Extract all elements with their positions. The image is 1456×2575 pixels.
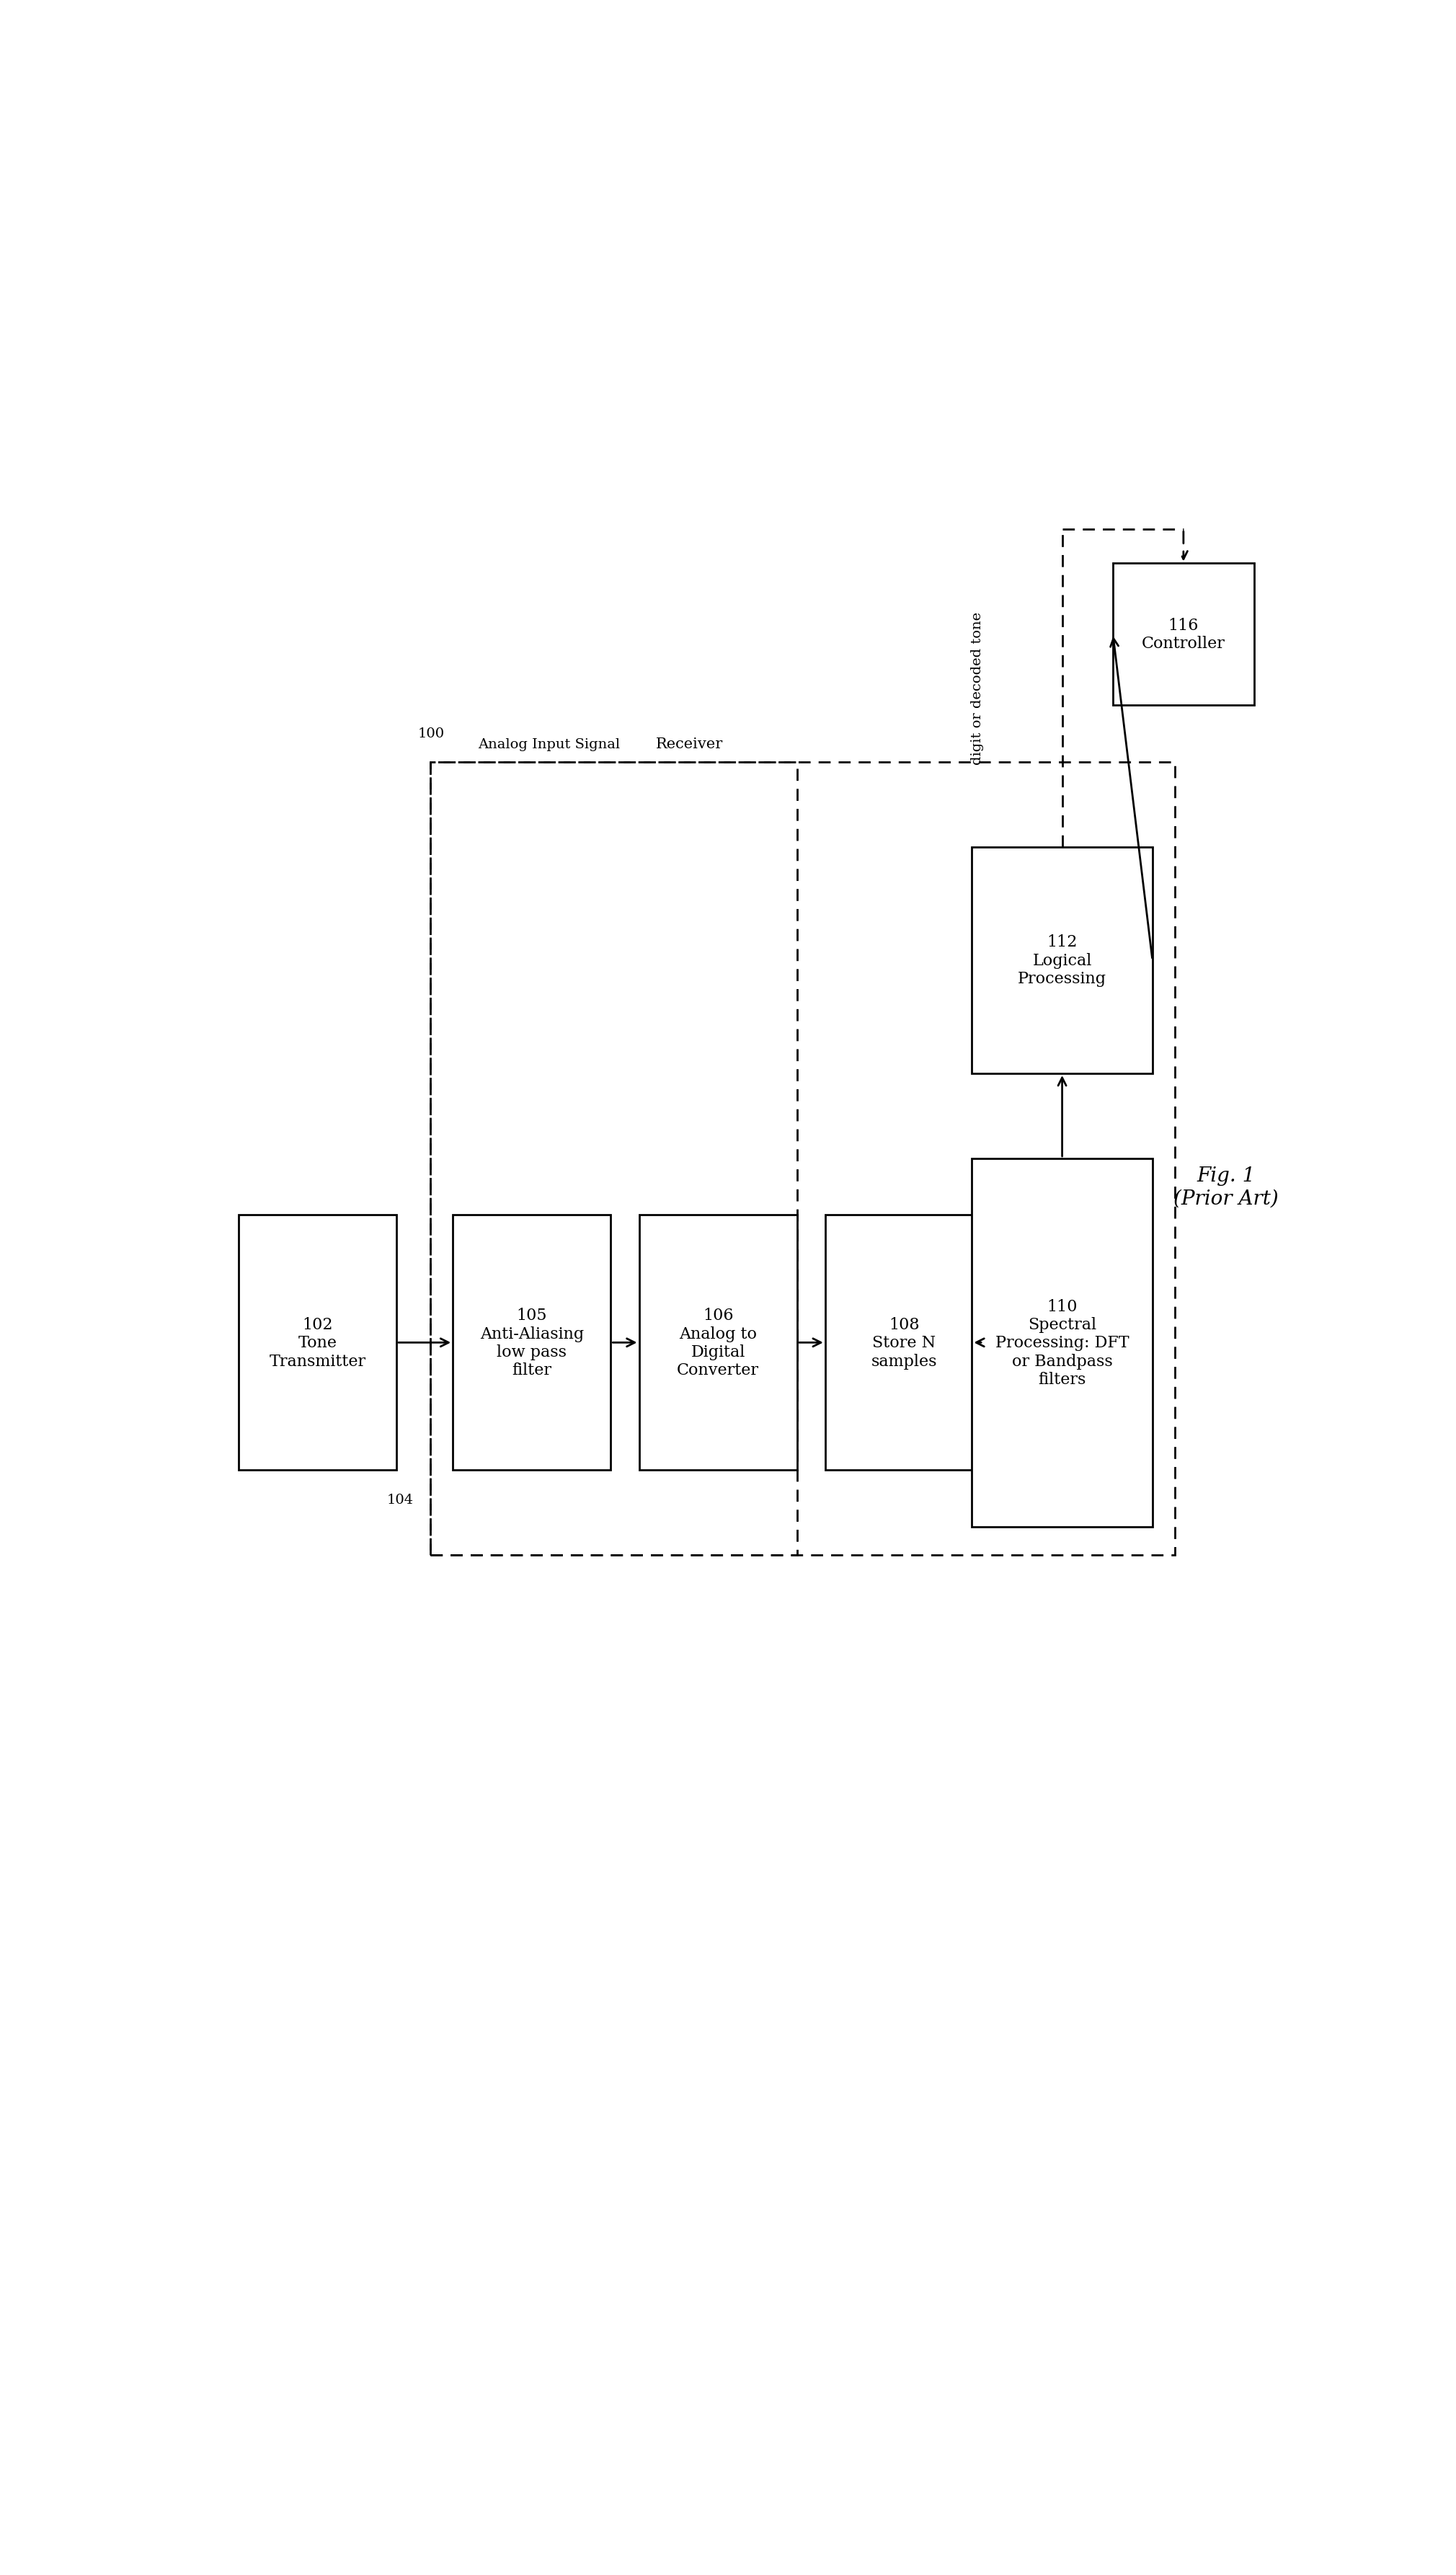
- Text: Receiver: Receiver: [657, 736, 724, 752]
- FancyBboxPatch shape: [1112, 564, 1254, 706]
- FancyBboxPatch shape: [826, 1215, 983, 1470]
- FancyBboxPatch shape: [639, 1215, 796, 1470]
- FancyBboxPatch shape: [973, 1159, 1153, 1527]
- Text: 106
Analog to
Digital
Converter: 106 Analog to Digital Converter: [677, 1308, 759, 1378]
- Text: 116
Controller: 116 Controller: [1142, 618, 1224, 651]
- Text: digit or decoded tone: digit or decoded tone: [971, 613, 984, 765]
- Text: Fig. 1
(Prior Art): Fig. 1 (Prior Art): [1174, 1166, 1278, 1208]
- FancyBboxPatch shape: [239, 1215, 396, 1470]
- FancyBboxPatch shape: [973, 847, 1153, 1074]
- Text: 110
Spectral
Processing: DFT
or Bandpass
filters: 110 Spectral Processing: DFT or Bandpass…: [996, 1298, 1128, 1388]
- Text: 112
Logical
Processing: 112 Logical Processing: [1018, 935, 1107, 986]
- Text: 105
Anti-Aliasing
low pass
filter: 105 Anti-Aliasing low pass filter: [480, 1308, 584, 1378]
- Text: 100: 100: [418, 726, 444, 742]
- Text: 102
Tone
Transmitter: 102 Tone Transmitter: [269, 1316, 365, 1370]
- Text: 104: 104: [386, 1493, 414, 1506]
- FancyBboxPatch shape: [453, 1215, 612, 1470]
- Text: Analog Input Signal: Analog Input Signal: [478, 739, 620, 752]
- Text: 108
Store N
samples: 108 Store N samples: [871, 1316, 938, 1370]
